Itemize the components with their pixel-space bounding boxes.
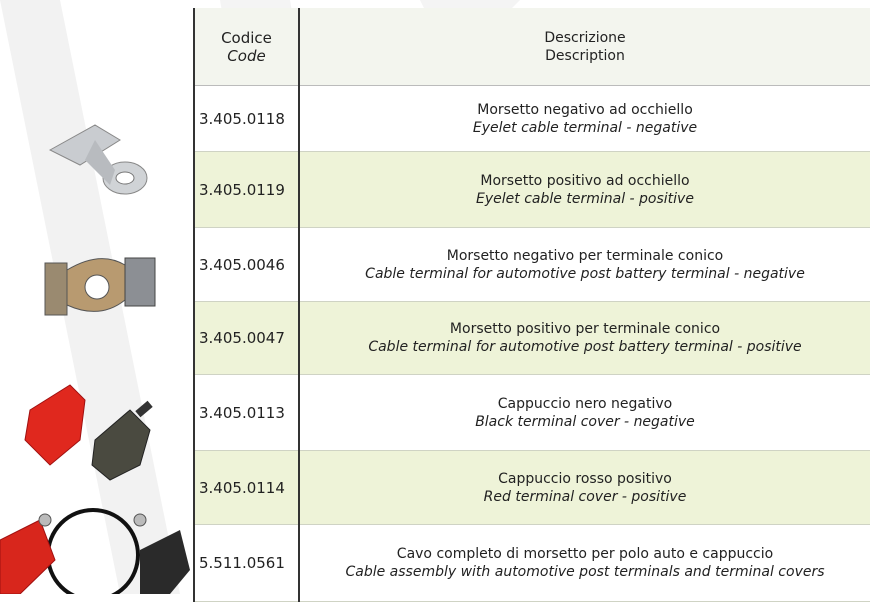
description-cell: Morsetto positivo per terminale conico Ca…: [299, 301, 870, 375]
product-table: Codice Code Descrizione Description 3.40…: [193, 8, 870, 602]
description-cell: Morsetto negativo per terminale conico Ca…: [299, 227, 870, 302]
code-cell: 3.405.0113: [193, 374, 300, 451]
description-en: Eyelet cable terminal - positive: [300, 190, 870, 208]
description-it: Cappuccio nero negativo: [497, 395, 673, 412]
description-cell: Cappuccio nero negativo Black terminal co…: [299, 374, 870, 451]
product-row: 3.405.0114 Cappuccio rosso positivo Red te…: [193, 450, 870, 525]
description-cell: Cavo completo di morsetto per polo auto …: [299, 524, 870, 602]
description-en-text: Eyelet cable terminal - positive: [476, 190, 694, 207]
description-en: Cable terminal for automotive post batte…: [300, 338, 870, 356]
description-en-text: Eyelet cable terminal - negative: [472, 119, 698, 136]
post-terminal-image: [44, 257, 156, 316]
eyelet-terminal-image: [48, 124, 148, 195]
code-header-en: Code: [195, 47, 298, 65]
code-cell: 3.405.0047: [193, 301, 300, 375]
description-cell: Cappuccio rosso positivo Red terminal cov…: [299, 450, 870, 525]
description-cell: Morsetto negativo ad occhiello Eyelet cab…: [299, 85, 870, 152]
description-it: Cappuccio rosso positivo: [498, 470, 672, 487]
description-en: Black terminal cover - negative: [300, 413, 870, 431]
product-row: 3.405.0113 Cappuccio nero negativo Black t…: [193, 374, 870, 451]
description-en-text: Black terminal cover - negative: [475, 413, 695, 430]
description-en-text: Cable assembly with automotive post term…: [345, 564, 825, 580]
code-cell: 3.405.0118: [193, 85, 300, 152]
description-en: Eyelet cable terminal - negative: [300, 119, 870, 137]
description-en: Cable terminal for automotive post batte…: [300, 265, 870, 283]
description-en: Red terminal cover - positive: [300, 488, 870, 506]
product-row: 3.405.0047 Morsetto positivo per terminal…: [193, 301, 870, 375]
code-header-it: Codice: [221, 28, 272, 47]
code-cell: 3.405.0119: [193, 151, 300, 228]
code-cell: 3.405.0046: [193, 227, 300, 302]
product-row: 3.405.0119 Morsetto positivo ad occhiello…: [193, 151, 870, 228]
desc-header-it: Descrizione: [544, 29, 626, 46]
code-header: Codice Code: [193, 8, 300, 86]
product-row: 5.511.0561 Cavo completo di morsetto per …: [193, 524, 870, 602]
description-en: Cable assembly with automotive post term…: [300, 563, 870, 581]
desc-header-en: Description: [545, 47, 625, 64]
description-it: Morsetto positivo per terminale conico: [449, 321, 721, 337]
code-header-en-text: Code: [227, 46, 266, 65]
terminal-covers-image: [24, 384, 153, 481]
description-header: Descrizione Description: [299, 8, 870, 86]
description-en-text: Cable terminal for automotive post batte…: [365, 265, 805, 282]
description-it: Morsetto positivo ad occhiello: [480, 172, 690, 189]
cable-assembly-image: [0, 508, 190, 594]
description-it: Cavo completo di morsetto per polo auto …: [396, 546, 774, 562]
code-cell: 5.511.0561: [193, 524, 300, 602]
product-row: 3.405.0118 Morsetto negativo ad occhiello…: [193, 85, 870, 152]
description-en-text: Red terminal cover - positive: [483, 488, 687, 505]
code-cell: 3.405.0114: [193, 450, 300, 525]
product-row: 3.405.0046 Morsetto negativo per terminal…: [193, 227, 870, 302]
header-row: Codice Code Descrizione Description: [193, 8, 870, 86]
description-cell: Morsetto positivo ad occhiello Eyelet cab…: [299, 151, 870, 228]
description-en-text: Cable terminal for automotive post batte…: [368, 339, 802, 355]
description-it: Morsetto negativo ad occhiello: [477, 101, 693, 118]
description-it: Morsetto negativo per terminale conico: [446, 247, 724, 264]
